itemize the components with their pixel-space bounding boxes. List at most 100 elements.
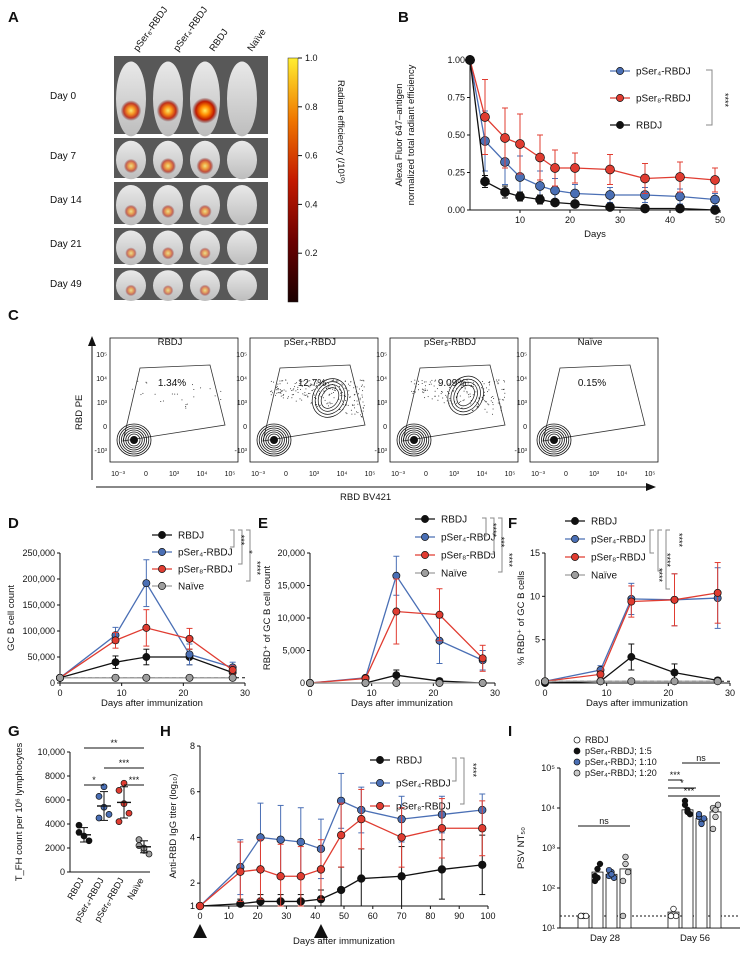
- legend-marker: [616, 94, 624, 102]
- flow-event: [429, 381, 431, 383]
- flow-event: [363, 405, 365, 407]
- flow-event: [291, 397, 293, 399]
- flow-event: [424, 385, 426, 387]
- legend-marker: [376, 756, 384, 764]
- flow-event: [283, 389, 285, 391]
- column-label-naive: Naïve: [245, 27, 268, 54]
- data-point: [713, 588, 722, 597]
- bar: [591, 871, 604, 929]
- flow-positive-contour: [311, 378, 349, 418]
- colorbar-ticks: 1.0 0.8 0.6 0.4 0.2: [298, 53, 318, 258]
- flow-event: [345, 412, 347, 414]
- flow-event: [342, 404, 344, 406]
- flow-contour: [403, 429, 425, 451]
- flow-event: [304, 384, 306, 386]
- flow-contour: [265, 431, 283, 449]
- flow-event: [460, 400, 462, 402]
- flow-event: [492, 404, 494, 406]
- flow-event: [434, 380, 436, 382]
- flow-event: [446, 380, 448, 382]
- flow-event: [353, 400, 355, 402]
- data-point: [608, 871, 615, 878]
- flow-event: [280, 395, 282, 397]
- panel-label-f: F: [508, 515, 517, 532]
- y-axis-label: PSV NT₅₀: [516, 827, 527, 869]
- flow-event: [311, 390, 313, 392]
- y-tick-label: 10,000: [277, 613, 305, 623]
- flow-contour: [118, 425, 150, 455]
- flow-plot-title: RBDJ: [158, 337, 183, 348]
- flow-event: [445, 394, 447, 396]
- flow-event: [319, 404, 321, 406]
- stat-bracket: [665, 529, 670, 590]
- legend-marker: [573, 736, 581, 744]
- flow-positive-contour: [314, 381, 346, 415]
- data-point: [111, 636, 120, 645]
- flow-y-tick: 10⁵: [96, 352, 107, 359]
- flow-event: [333, 397, 335, 399]
- signal-spot: [199, 284, 211, 297]
- data-point: [397, 833, 406, 842]
- x-tick-label: 0: [542, 688, 547, 698]
- flow-event: [356, 400, 358, 402]
- y-tick-label: 0.75: [447, 93, 465, 103]
- data-point: [596, 670, 605, 679]
- data-point: [535, 194, 545, 205]
- y-tick-label: 2: [190, 878, 195, 888]
- data-point: [594, 865, 601, 873]
- panel-label-b: B: [398, 9, 409, 26]
- flow-event: [331, 392, 333, 394]
- data-point: [619, 877, 627, 885]
- x-tick-label: 0: [197, 911, 202, 921]
- y-tick-label: 0.50: [447, 130, 465, 140]
- flow-event: [497, 402, 499, 404]
- flow-event: [317, 406, 319, 408]
- stat-bracket: [460, 757, 465, 805]
- flow-event: [471, 384, 473, 386]
- flow-event: [335, 386, 337, 388]
- x-tick-label: 10: [515, 215, 525, 225]
- flow-event: [310, 383, 312, 385]
- data-point: [195, 901, 205, 911]
- flow-event: [328, 394, 330, 396]
- flow-event: [315, 404, 317, 406]
- flow-event: [480, 387, 482, 389]
- flow-event: [344, 380, 346, 382]
- flow-event: [478, 397, 480, 399]
- flow-event: [414, 391, 416, 393]
- data-point: [125, 809, 133, 817]
- flow-x-tick: 10⁵: [645, 471, 656, 478]
- data-point: [709, 825, 717, 833]
- stat-bracket: [452, 757, 457, 782]
- flow-event: [410, 381, 412, 383]
- flow-event: [417, 389, 419, 391]
- flow-event: [344, 395, 346, 397]
- data-point: [681, 797, 689, 805]
- signal-spot: [124, 204, 138, 219]
- flow-event: [492, 413, 494, 415]
- flow-event: [461, 384, 463, 386]
- flow-event: [296, 382, 298, 384]
- flow-event: [348, 390, 350, 392]
- flow-event: [490, 396, 492, 398]
- x-tick-label: 20: [253, 911, 263, 921]
- flow-event: [333, 385, 335, 387]
- flow-contour: [538, 425, 570, 455]
- y-tick-label: 0: [50, 678, 55, 688]
- flow-y-tick: 10⁴: [376, 376, 387, 383]
- x-tick-label: 30: [615, 215, 625, 225]
- flow-event: [305, 388, 307, 390]
- flow-event: [176, 393, 178, 395]
- flow-plot: Naïve 0.15% 10⁵ 10⁴ 10³ 0 -10³ 10⁻³ 0 10³ 10⁴ 10⁵: [515, 337, 659, 478]
- flow-event: [347, 383, 349, 385]
- data-point: [185, 673, 194, 682]
- flow-x-tick: 10³: [449, 471, 460, 478]
- stat-label: ****: [662, 553, 672, 568]
- data-point: [478, 860, 487, 870]
- data-point: [236, 867, 245, 876]
- x-tick-label: 20: [565, 215, 575, 225]
- y-tick-label: 10: [530, 591, 540, 601]
- flow-density-core: [270, 436, 278, 444]
- flow-contour: [400, 427, 427, 453]
